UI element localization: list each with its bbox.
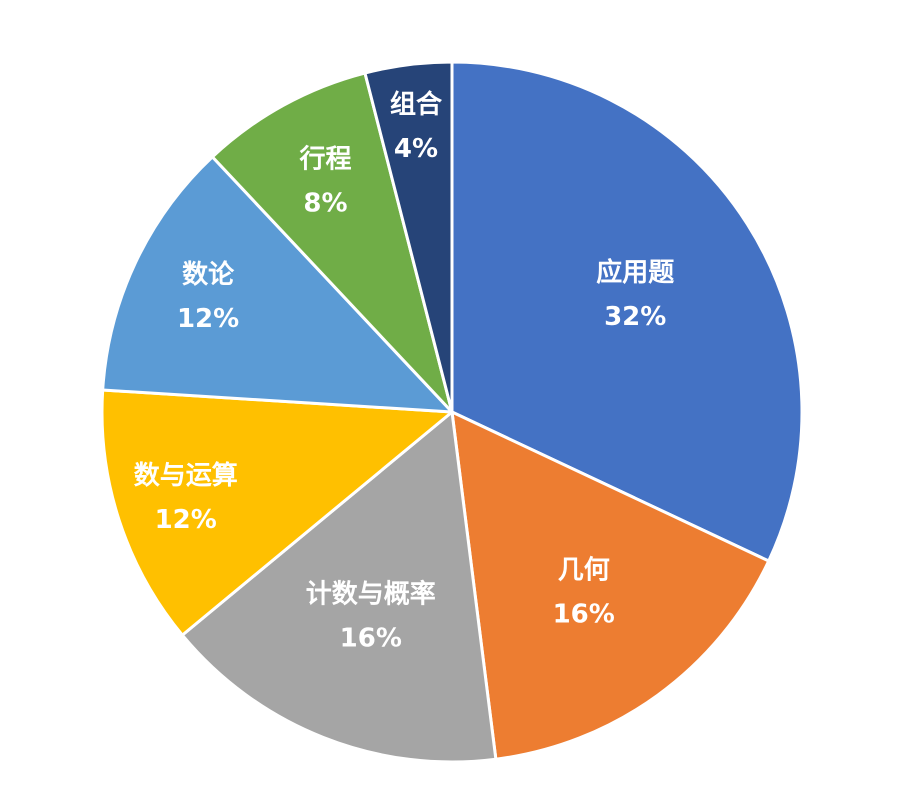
slice-category-label: 行程 bbox=[298, 144, 351, 175]
slice-category-label: 应用题 bbox=[596, 257, 674, 288]
slice-category-label: 数论 bbox=[182, 260, 235, 290]
slice-category-label: 组合 bbox=[390, 89, 443, 120]
pie-slice-3 bbox=[180, 410, 498, 764]
slice-category-label: 计数与概率 bbox=[306, 579, 436, 610]
slice-percent-label: 12% bbox=[177, 304, 239, 334]
pie-slice-1 bbox=[450, 60, 804, 563]
pie-slice-7 bbox=[363, 60, 454, 414]
slice-percent-label: 16% bbox=[553, 600, 615, 630]
slice-category-label: 数与运算 bbox=[134, 460, 238, 491]
slice-percent-label: 16% bbox=[340, 624, 402, 654]
slice-category-label: 几何 bbox=[558, 556, 610, 586]
pie-slice-2 bbox=[450, 410, 771, 761]
pie-slice-5 bbox=[101, 155, 454, 414]
slice-percent-label: 8% bbox=[303, 189, 347, 219]
pie-slices bbox=[100, 60, 804, 764]
pie-slice-4 bbox=[100, 388, 454, 637]
slice-percent-label: 4% bbox=[394, 134, 438, 164]
pie-labels: 应用题 32% 几何 16% 计数与概率 16% 数与运算 12% 数论 12% 行程 8% 组合 4% bbox=[134, 89, 675, 654]
slice-percent-label: 32% bbox=[604, 302, 666, 332]
slice-percent-label: 12% bbox=[155, 505, 217, 535]
pie-slice-6 bbox=[210, 71, 454, 414]
